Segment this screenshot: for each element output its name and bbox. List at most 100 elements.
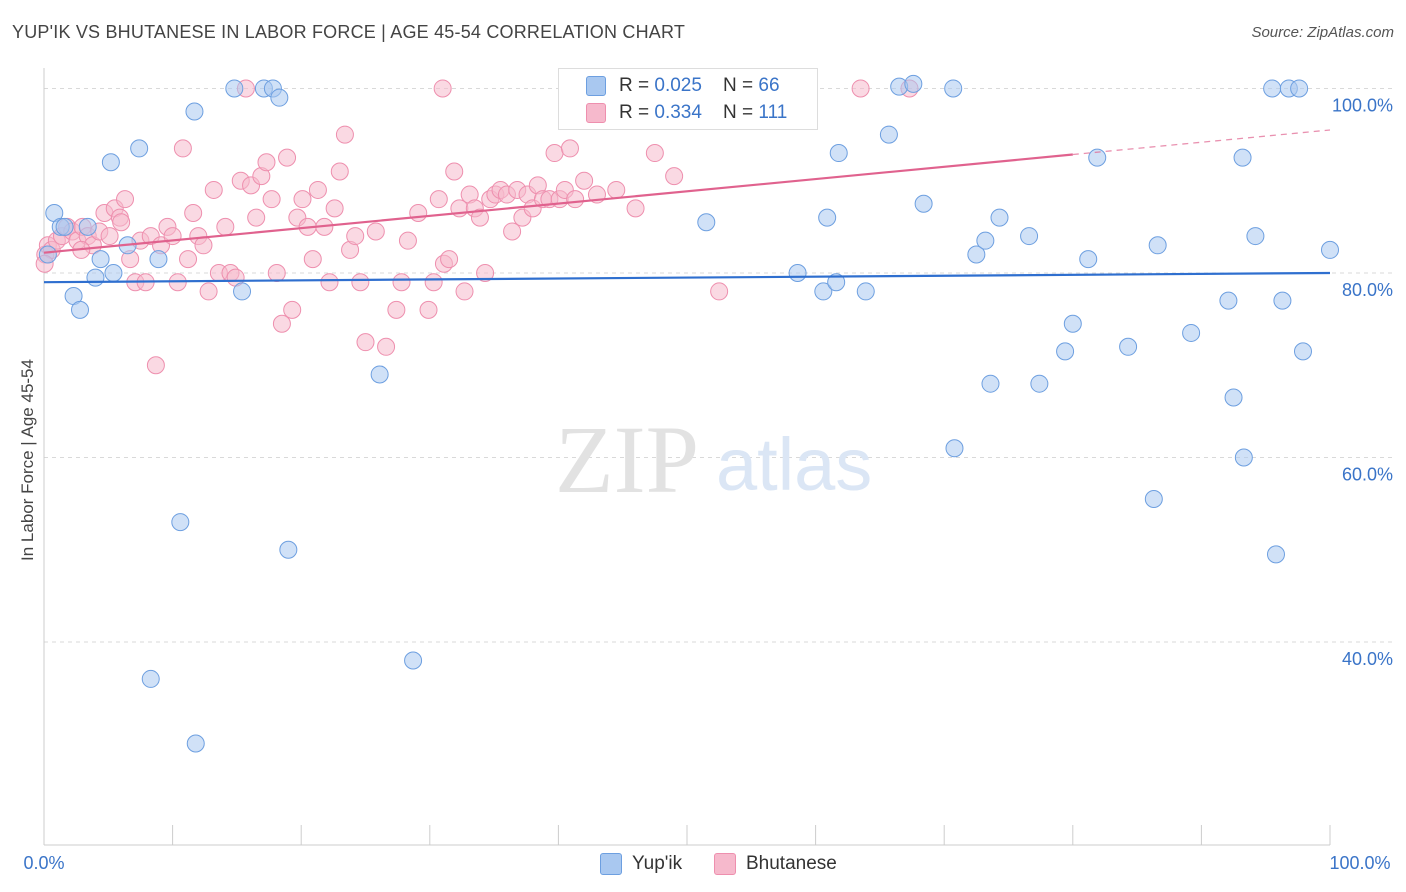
data-point-yupik <box>130 139 149 158</box>
legend-n-value: 111 <box>758 102 788 123</box>
bottom-legend-label-bhutanese: Bhutanese <box>746 853 837 874</box>
trend-line-extension-bhutanese <box>1072 129 1331 156</box>
watermark-zip: ZIP <box>555 406 699 513</box>
data-point-yupik <box>829 144 848 163</box>
data-point-yupik <box>225 79 244 98</box>
data-point-yupik <box>1290 79 1309 98</box>
data-point-bhutanese <box>575 171 594 190</box>
bottom-legend-label-yupik: Yup'ik <box>632 853 683 874</box>
data-point-yupik <box>141 669 160 688</box>
data-point-bhutanese <box>204 180 223 199</box>
y-axis-label: In Labor Force | Age 45-54 <box>18 359 37 561</box>
legend-r-value: 0.334 <box>654 102 702 123</box>
data-point-bhutanese <box>308 180 327 199</box>
data-point-bhutanese <box>116 190 135 209</box>
chart-title: YUP'IK VS BHUTANESE IN LABOR FORCE | AGE… <box>12 22 686 42</box>
data-point-yupik <box>990 208 1009 227</box>
data-point-bhutanese <box>320 273 339 292</box>
y-tick-label: 40.0% <box>1342 649 1393 669</box>
data-point-yupik <box>1030 374 1049 393</box>
tick-labels: 40.0% 60.0% 80.0% 100.0% 0.0% 100.0% <box>23 95 1393 873</box>
data-point-bhutanese <box>470 208 489 227</box>
data-point-bhutanese <box>607 180 626 199</box>
data-point-yupik <box>1020 227 1039 246</box>
data-point-bhutanese <box>424 273 443 292</box>
trend-line-bhutanese <box>43 153 1073 254</box>
data-point-bhutanese <box>216 217 235 236</box>
data-point-bhutanese <box>303 250 322 269</box>
data-point-yupik <box>914 194 933 213</box>
legend-n-value: 66 <box>758 75 780 96</box>
data-point-bhutanese <box>710 282 729 301</box>
data-point-bhutanese <box>409 204 428 223</box>
data-point-yupik <box>904 74 923 93</box>
data-point-yupik <box>186 734 205 753</box>
data-point-bhutanese <box>851 79 870 98</box>
data-point-yupik <box>1321 240 1339 259</box>
data-point-yupik <box>1246 227 1265 246</box>
data-point-bhutanese <box>179 250 198 269</box>
legend-row-bhutanese: R = 0.334 N = 111 <box>586 100 788 126</box>
data-point-yupik <box>279 540 298 559</box>
watermark-atlas: atlas <box>716 423 872 506</box>
data-point-bhutanese <box>433 79 452 98</box>
data-point-yupik <box>818 208 837 227</box>
data-point-bhutanese <box>330 162 349 181</box>
data-point-bhutanese <box>419 300 438 319</box>
data-point-yupik <box>404 651 423 670</box>
data-point-bhutanese <box>429 190 448 209</box>
data-point-bhutanese <box>445 162 464 181</box>
data-point-bhutanese <box>645 144 664 163</box>
data-point-yupik <box>827 273 846 292</box>
data-point-yupik <box>1063 314 1082 333</box>
data-point-bhutanese <box>566 190 585 209</box>
data-point-bhutanese <box>272 314 291 333</box>
legend-n-label: N = <box>723 75 759 96</box>
y-tick-label: 100.0% <box>1332 95 1393 115</box>
data-point-bhutanese <box>278 148 297 167</box>
data-point-bhutanese <box>626 199 645 218</box>
y-tick-label: 80.0% <box>1342 280 1393 300</box>
data-point-yupik <box>104 263 123 282</box>
legend-r-value: 0.025 <box>654 75 702 96</box>
data-point-yupik <box>233 282 252 301</box>
data-point-bhutanese <box>283 300 302 319</box>
data-point-bhutanese <box>184 204 203 223</box>
data-point-bhutanese <box>665 167 684 186</box>
data-point-yupik <box>55 217 74 236</box>
data-point-yupik <box>879 125 898 144</box>
data-point-yupik <box>91 250 110 269</box>
series-yupik <box>38 74 1339 753</box>
data-point-yupik <box>1088 148 1107 167</box>
data-point-yupik <box>78 217 97 236</box>
data-point-yupik <box>1182 323 1201 342</box>
data-point-yupik <box>1234 448 1253 467</box>
data-point-yupik <box>38 245 57 264</box>
legend-r-label: R = <box>619 75 655 96</box>
data-point-yupik <box>788 263 807 282</box>
data-point-yupik <box>270 88 289 107</box>
data-point-yupik <box>1293 342 1312 361</box>
data-point-bhutanese <box>545 144 564 163</box>
data-point-yupik <box>370 365 389 384</box>
data-point-bhutanese <box>476 263 495 282</box>
data-point-bhutanese <box>293 190 312 209</box>
data-point-bhutanese <box>257 153 276 172</box>
data-point-yupik <box>856 282 875 301</box>
data-point-bhutanese <box>351 273 370 292</box>
data-point-yupik <box>185 102 204 121</box>
legend-swatch-yupik <box>586 76 606 96</box>
data-point-bhutanese <box>100 227 119 246</box>
data-point-yupik <box>967 245 986 264</box>
trend-line-yupik <box>43 271 1331 284</box>
data-point-bhutanese <box>112 213 131 232</box>
data-point-yupik <box>149 250 168 269</box>
data-point-bhutanese <box>262 190 281 209</box>
gridlines <box>44 87 1394 643</box>
data-point-yupik <box>1119 337 1138 356</box>
data-point-bhutanese <box>440 250 459 269</box>
data-point-yupik <box>697 213 716 232</box>
data-point-yupik <box>814 282 833 301</box>
stats-legend: R = 0.025 N = 66 R = 0.334 N = 111 <box>558 68 818 130</box>
